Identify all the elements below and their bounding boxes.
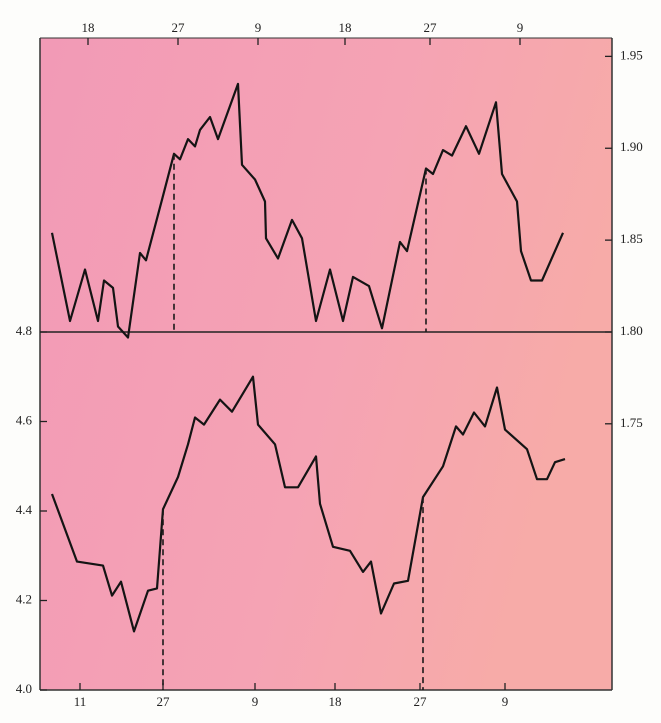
y-tick-label: 4.4 [16,502,33,517]
y2-tick-label: 1.95 [620,47,643,62]
y2-tick-label: 1.80 [620,323,643,338]
data-line [50,375,566,633]
y-tick-label: 4.0 [16,681,32,696]
y-tick-label: 4.2 [16,591,32,606]
x-tick-label: 18 [329,694,342,709]
data-line [50,82,565,339]
plot-background [40,38,612,690]
y2-tick-label: 1.75 [620,415,643,430]
y2-tick-label: 1.90 [620,139,643,154]
x-tick-label: 27 [414,694,428,709]
x-tick-label: 18 [82,20,95,35]
x-tick-label: 9 [255,20,262,35]
y2-tick-label: 1.85 [620,231,643,246]
x-tick-label: 27 [424,20,438,35]
x-tick-label: 9 [502,694,509,709]
x-tick-label: 11 [74,694,87,709]
y-tick-label: 4.8 [16,323,32,338]
x-tick-label: 9 [517,20,524,35]
x-tick-label: 27 [157,694,171,709]
x-tick-label: 27 [172,20,186,35]
x-tick-label: 9 [252,694,259,709]
y-tick-label: 4.6 [16,412,33,427]
x-tick-label: 18 [339,20,352,35]
